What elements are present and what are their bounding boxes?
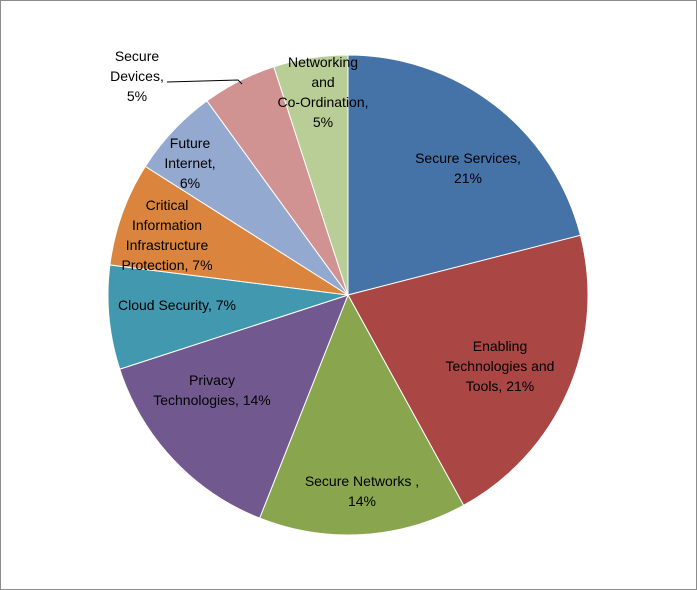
slice-label: Secure Networks , 14% xyxy=(305,473,419,509)
slice-label-line: 5% xyxy=(127,88,147,104)
slice-label-line: Secure Services, xyxy=(415,150,521,166)
slice-label: Future Internet, 6% xyxy=(164,135,215,191)
slice-label-line: and xyxy=(311,74,334,90)
pie-slice xyxy=(107,264,349,370)
pie-slice xyxy=(347,234,589,506)
slice-label-line: Enabling xyxy=(473,338,528,354)
slice-label-line: Cloud Security, 7% xyxy=(118,297,236,313)
slice-label-line: 14% xyxy=(348,493,376,509)
slice-label-line: Internet, xyxy=(164,155,215,171)
slice-label: Critical Information Infrastructure Protect… xyxy=(121,197,212,273)
slice-label-line: Technologies, 14% xyxy=(153,392,271,408)
slice-label-line: Tools, 21% xyxy=(466,378,534,394)
slice-label: Enabling Technologies and Tools, 21% xyxy=(446,338,555,394)
slice-label-line: Privacy xyxy=(189,372,235,388)
slice-label-line: Devices, xyxy=(110,68,164,84)
slice-label-line: Secure Networks , xyxy=(305,473,419,489)
slice-label-line: Infrastructure xyxy=(126,237,209,253)
slice-label: Cloud Security, 7% xyxy=(118,297,236,313)
slice-label: Secure Services, 21% xyxy=(415,150,521,186)
slice-label-line: Protection, 7% xyxy=(121,257,212,273)
leader-line xyxy=(166,79,243,85)
slice-label-line: 6% xyxy=(180,175,200,191)
pie-slice xyxy=(347,54,582,296)
slice-label-line: 5% xyxy=(313,114,333,130)
slice-label-line: Co-Ordination, xyxy=(277,94,368,110)
pie-slice xyxy=(109,165,349,296)
slice-label-line: 21% xyxy=(454,170,482,186)
pie-slice xyxy=(273,54,349,296)
pie-slice xyxy=(259,293,465,536)
slice-label-line: Technologies and xyxy=(446,358,555,374)
slice-label-line: Critical xyxy=(146,197,189,213)
slice-label-line: Secure xyxy=(115,48,160,64)
slice-label: Networking and Co-Ordination, 5% xyxy=(277,54,368,130)
slice-label-line: Information xyxy=(132,217,202,233)
slice-label-line: Networking xyxy=(288,54,358,70)
slice-label: Privacy Technologies, 14% xyxy=(153,372,271,408)
slice-label: Secure Devices, 5% xyxy=(110,48,164,104)
slice-label-line: Future xyxy=(170,135,211,151)
